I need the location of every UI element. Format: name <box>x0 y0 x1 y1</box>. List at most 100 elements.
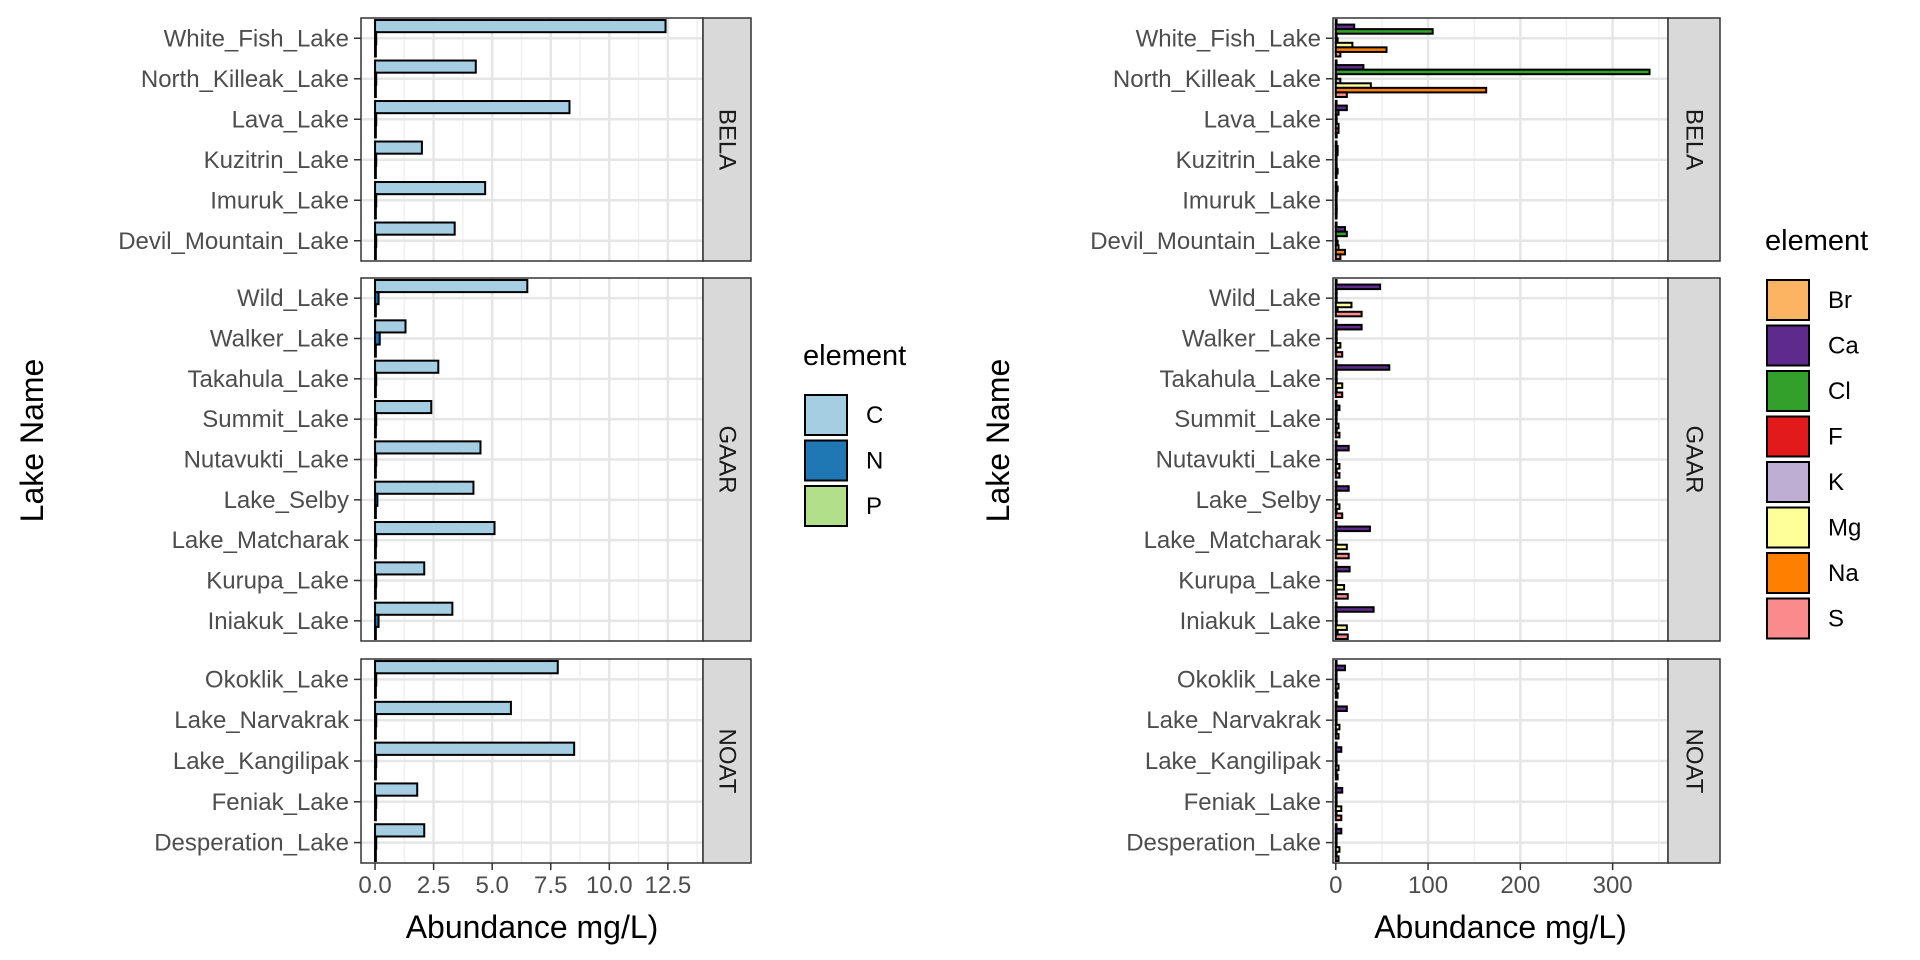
y-tick-label: Devil_Mountain_Lake <box>118 228 349 255</box>
y-tick-label: Walker_Lake <box>1182 326 1321 353</box>
facet-strip-label: BELA <box>1681 109 1708 170</box>
y-tick-label: Lake_Kangilipak <box>1145 748 1322 775</box>
y-tick-label: Summit_Lake <box>202 406 349 433</box>
bar-s-takahula_lake <box>1334 391 1344 398</box>
facet-strip <box>702 658 752 864</box>
bar-p-kuzitrin_lake <box>374 164 377 179</box>
y-tick-label: Imuruk_Lake <box>210 187 349 214</box>
facet-strip <box>1667 658 1721 864</box>
y-axis-title: Lake Name <box>980 359 1016 523</box>
bar-c-lake_selby <box>374 480 475 495</box>
bar-n-feniak_lake <box>374 794 378 809</box>
facet-strip <box>702 17 752 262</box>
bar-ca-lava_lake <box>1334 104 1348 112</box>
bar-s-iniakuk_lake <box>1334 633 1349 640</box>
facet-strip <box>702 277 752 642</box>
facet-strip-label: NOAT <box>714 729 741 794</box>
bar-mg-lake_narvakrak <box>1334 723 1341 731</box>
bar-ca-feniak_lake <box>1334 787 1344 794</box>
bar-c-wild_lake <box>374 279 529 294</box>
bar-n-wild_lake <box>374 291 380 306</box>
y-tick-label: Lake_Narvakrak <box>1146 707 1322 734</box>
panel-background <box>1333 18 1668 261</box>
y-tick-label: Takahula_Lake <box>1160 366 1321 393</box>
y-tick-label: Kurupa_Lake <box>1178 568 1321 595</box>
bar-p-imuruk_lake <box>374 205 377 220</box>
y-tick-label: Feniak_Lake <box>1184 789 1321 816</box>
bar-ca-lake_kangilipak <box>1334 746 1343 753</box>
x-tick-label: 7.5 <box>534 872 567 899</box>
bar-c-summit_lake <box>374 400 433 415</box>
facet-strip-label: NOAT <box>1681 729 1708 794</box>
y-tick-label: North_Killeak_Lake <box>1113 66 1321 93</box>
x-tick-label: 12.5 <box>645 872 692 899</box>
legend-label: F <box>1828 424 1843 451</box>
bar-p-white_fish_lake <box>374 43 377 58</box>
y-tick-label: Lake_Matcharak <box>1144 527 1322 554</box>
bar-ca-desperation_lake <box>1334 827 1343 835</box>
y-tick-label: Okoklik_Lake <box>205 666 349 693</box>
bar-p-lake_matcharak <box>374 545 377 560</box>
y-tick-label: Desperation_Lake <box>1126 830 1321 857</box>
bar-p-nutavukti_lake <box>374 464 377 479</box>
bar-n-desperation_lake <box>374 835 378 850</box>
bar-ca-kurupa_lake <box>1334 565 1351 573</box>
legend-label: Cl <box>1828 378 1851 405</box>
legend-label: P <box>866 493 882 520</box>
legend-key-c <box>804 394 848 436</box>
bar-c-devil_mountain_lake <box>374 221 456 236</box>
bar-n-lake_matcharak <box>374 533 378 548</box>
legend-label: Mg <box>1828 515 1861 542</box>
legend-label: K <box>1828 469 1844 496</box>
bar-p-lava_lake <box>374 124 377 139</box>
bar-c-kuzitrin_lake <box>374 140 423 155</box>
bar-s-wild_lake <box>1334 310 1363 318</box>
y-tick-label: North_Killeak_Lake <box>141 66 349 93</box>
bar-n-kurupa_lake <box>374 573 378 588</box>
chart-2: White_Fish_Lake North_Killeak_Lake Lava_La… <box>980 17 1868 945</box>
bar-p-walker_lake <box>374 343 377 358</box>
y-tick-label: Takahula_Lake <box>188 366 349 393</box>
bar-c-feniak_lake <box>374 782 419 797</box>
bar-c-iniakuk_lake <box>374 601 454 616</box>
bar-s-walker_lake <box>1334 351 1344 358</box>
bar-na-white_fish_lake <box>1334 46 1388 53</box>
x-tick-label: 200 <box>1500 872 1540 899</box>
legend-key-na <box>1766 552 1810 594</box>
y-tick-label: Nutavukti_Lake <box>1156 447 1321 474</box>
bar-c-kurupa_lake <box>374 561 426 576</box>
bar-c-lake_kangilipak <box>374 741 576 756</box>
bar-c-north_killeak_lake <box>374 59 477 74</box>
bar-p-north_killeak_lake <box>374 83 377 98</box>
legend-label: Br <box>1828 287 1852 314</box>
y-tick-label: Feniak_Lake <box>212 789 349 816</box>
bar-mg-iniakuk_lake <box>1334 624 1348 631</box>
legend-key-mg <box>1766 506 1810 549</box>
bar-p-takahula_lake <box>374 383 377 398</box>
y-tick-label: Okoklik_Lake <box>1177 666 1321 693</box>
legend: element Br Ca Cl FK Mg Na S <box>1765 225 1868 640</box>
bar-s-kuzitrin_lake <box>1334 172 1338 179</box>
bar-p-iniakuk_lake <box>374 625 377 640</box>
bar-p-feniak_lake <box>374 806 377 822</box>
bar-n-imuruk_lake <box>374 193 378 208</box>
legend-key-s <box>1766 597 1810 640</box>
legend-label: C <box>866 402 883 429</box>
bar-ca-lake_narvakrak <box>1334 705 1348 713</box>
bar-ca-wild_lake <box>1334 283 1382 291</box>
bar-ca-takahula_lake <box>1334 364 1391 371</box>
facet-strip-label: GAAR <box>714 425 741 493</box>
y-tick-label: Lake_Kangilipak <box>173 748 350 775</box>
y-tick-label: Lava_Lake <box>232 106 349 133</box>
bar-mg-kurupa_lake <box>1334 584 1346 591</box>
bar-p-okoklik_lake <box>374 684 377 699</box>
bar-s-lake_narvakrak <box>1334 732 1340 740</box>
bar-c-lake_narvakrak <box>374 700 512 716</box>
bar-mg-takahula_lake <box>1334 382 1344 389</box>
legend-key-p <box>804 485 848 527</box>
panel-gaar: Wild_Lake Walker_Lake Takahula_Lake Summit_… <box>172 277 752 642</box>
bar-mg-wild_lake <box>1334 301 1353 309</box>
facet-strip-label: GAAR <box>1681 425 1708 493</box>
bar-p-desperation_lake <box>374 847 377 862</box>
y-tick-label: Lake_Matcharak <box>172 527 350 554</box>
